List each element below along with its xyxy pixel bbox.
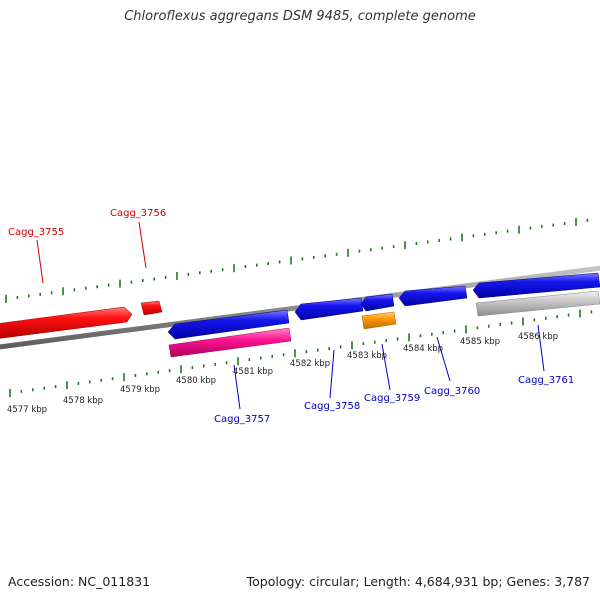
feature-cagg-3761-gray[interactable] <box>475 290 600 317</box>
scale-label: 4582 kbp <box>290 359 330 369</box>
gene-label-cagg-3760: Cagg_3760 <box>424 386 480 397</box>
gene-cagg-3758[interactable] <box>294 297 364 321</box>
gene-label-cagg-3756: Cagg_3756 <box>110 208 166 219</box>
scale-label: 4586 kbp <box>518 332 558 342</box>
gene-label-cagg-3757: Cagg_3757 <box>214 414 270 425</box>
scale-label: 4579 kbp <box>120 385 160 395</box>
leader-line-cagg-3761 <box>537 324 545 372</box>
map-title: Chloroflexus aggregans DSM 9485, complet… <box>124 9 476 24</box>
gene-label-cagg-3759: Cagg_3759 <box>364 393 420 404</box>
gene-label-cagg-3761: Cagg_3761 <box>518 375 574 386</box>
scale-label: 4580 kbp <box>176 376 216 386</box>
gene-cagg-3756[interactable] <box>140 300 163 316</box>
gene-label-cagg-3755: Cagg_3755 <box>8 227 64 238</box>
feature-cagg-3759-orange[interactable] <box>361 311 397 330</box>
leader-line-cagg-3756 <box>138 221 147 269</box>
gene-cagg-3757[interactable] <box>167 309 290 340</box>
scale-label: 4581 kbp <box>233 367 273 377</box>
leader-line-cagg-3755 <box>36 239 44 284</box>
lower-tick-ruler <box>9 309 593 397</box>
gene-cagg-3755[interactable] <box>0 306 133 339</box>
scale-label: 4584 kbp <box>403 344 443 354</box>
feature-cagg-3757-pink[interactable] <box>168 327 292 358</box>
genome-summary-text: Topology: circular; Length: 4,684,931 bp… <box>246 574 590 589</box>
scale-label: 4583 kbp <box>347 351 387 361</box>
scale-label: 4578 kbp <box>63 396 103 406</box>
gene-label-cagg-3758: Cagg_3758 <box>304 401 360 412</box>
gene-cagg-3759[interactable] <box>360 293 395 312</box>
leader-line-cagg-3759 <box>381 343 391 391</box>
leader-line-cagg-3758 <box>329 349 335 399</box>
gene-cagg-3761[interactable] <box>472 272 600 299</box>
leader-line-cagg-3760 <box>436 336 451 382</box>
accession-text: Accession: NC_011831 <box>8 574 151 589</box>
scale-label: 4577 kbp <box>7 405 47 415</box>
upper-tick-ruler <box>5 218 589 303</box>
leader-line-cagg-3757 <box>233 364 241 410</box>
gene-cagg-3760[interactable] <box>398 285 468 307</box>
scale-label: 4585 kbp <box>460 337 500 347</box>
